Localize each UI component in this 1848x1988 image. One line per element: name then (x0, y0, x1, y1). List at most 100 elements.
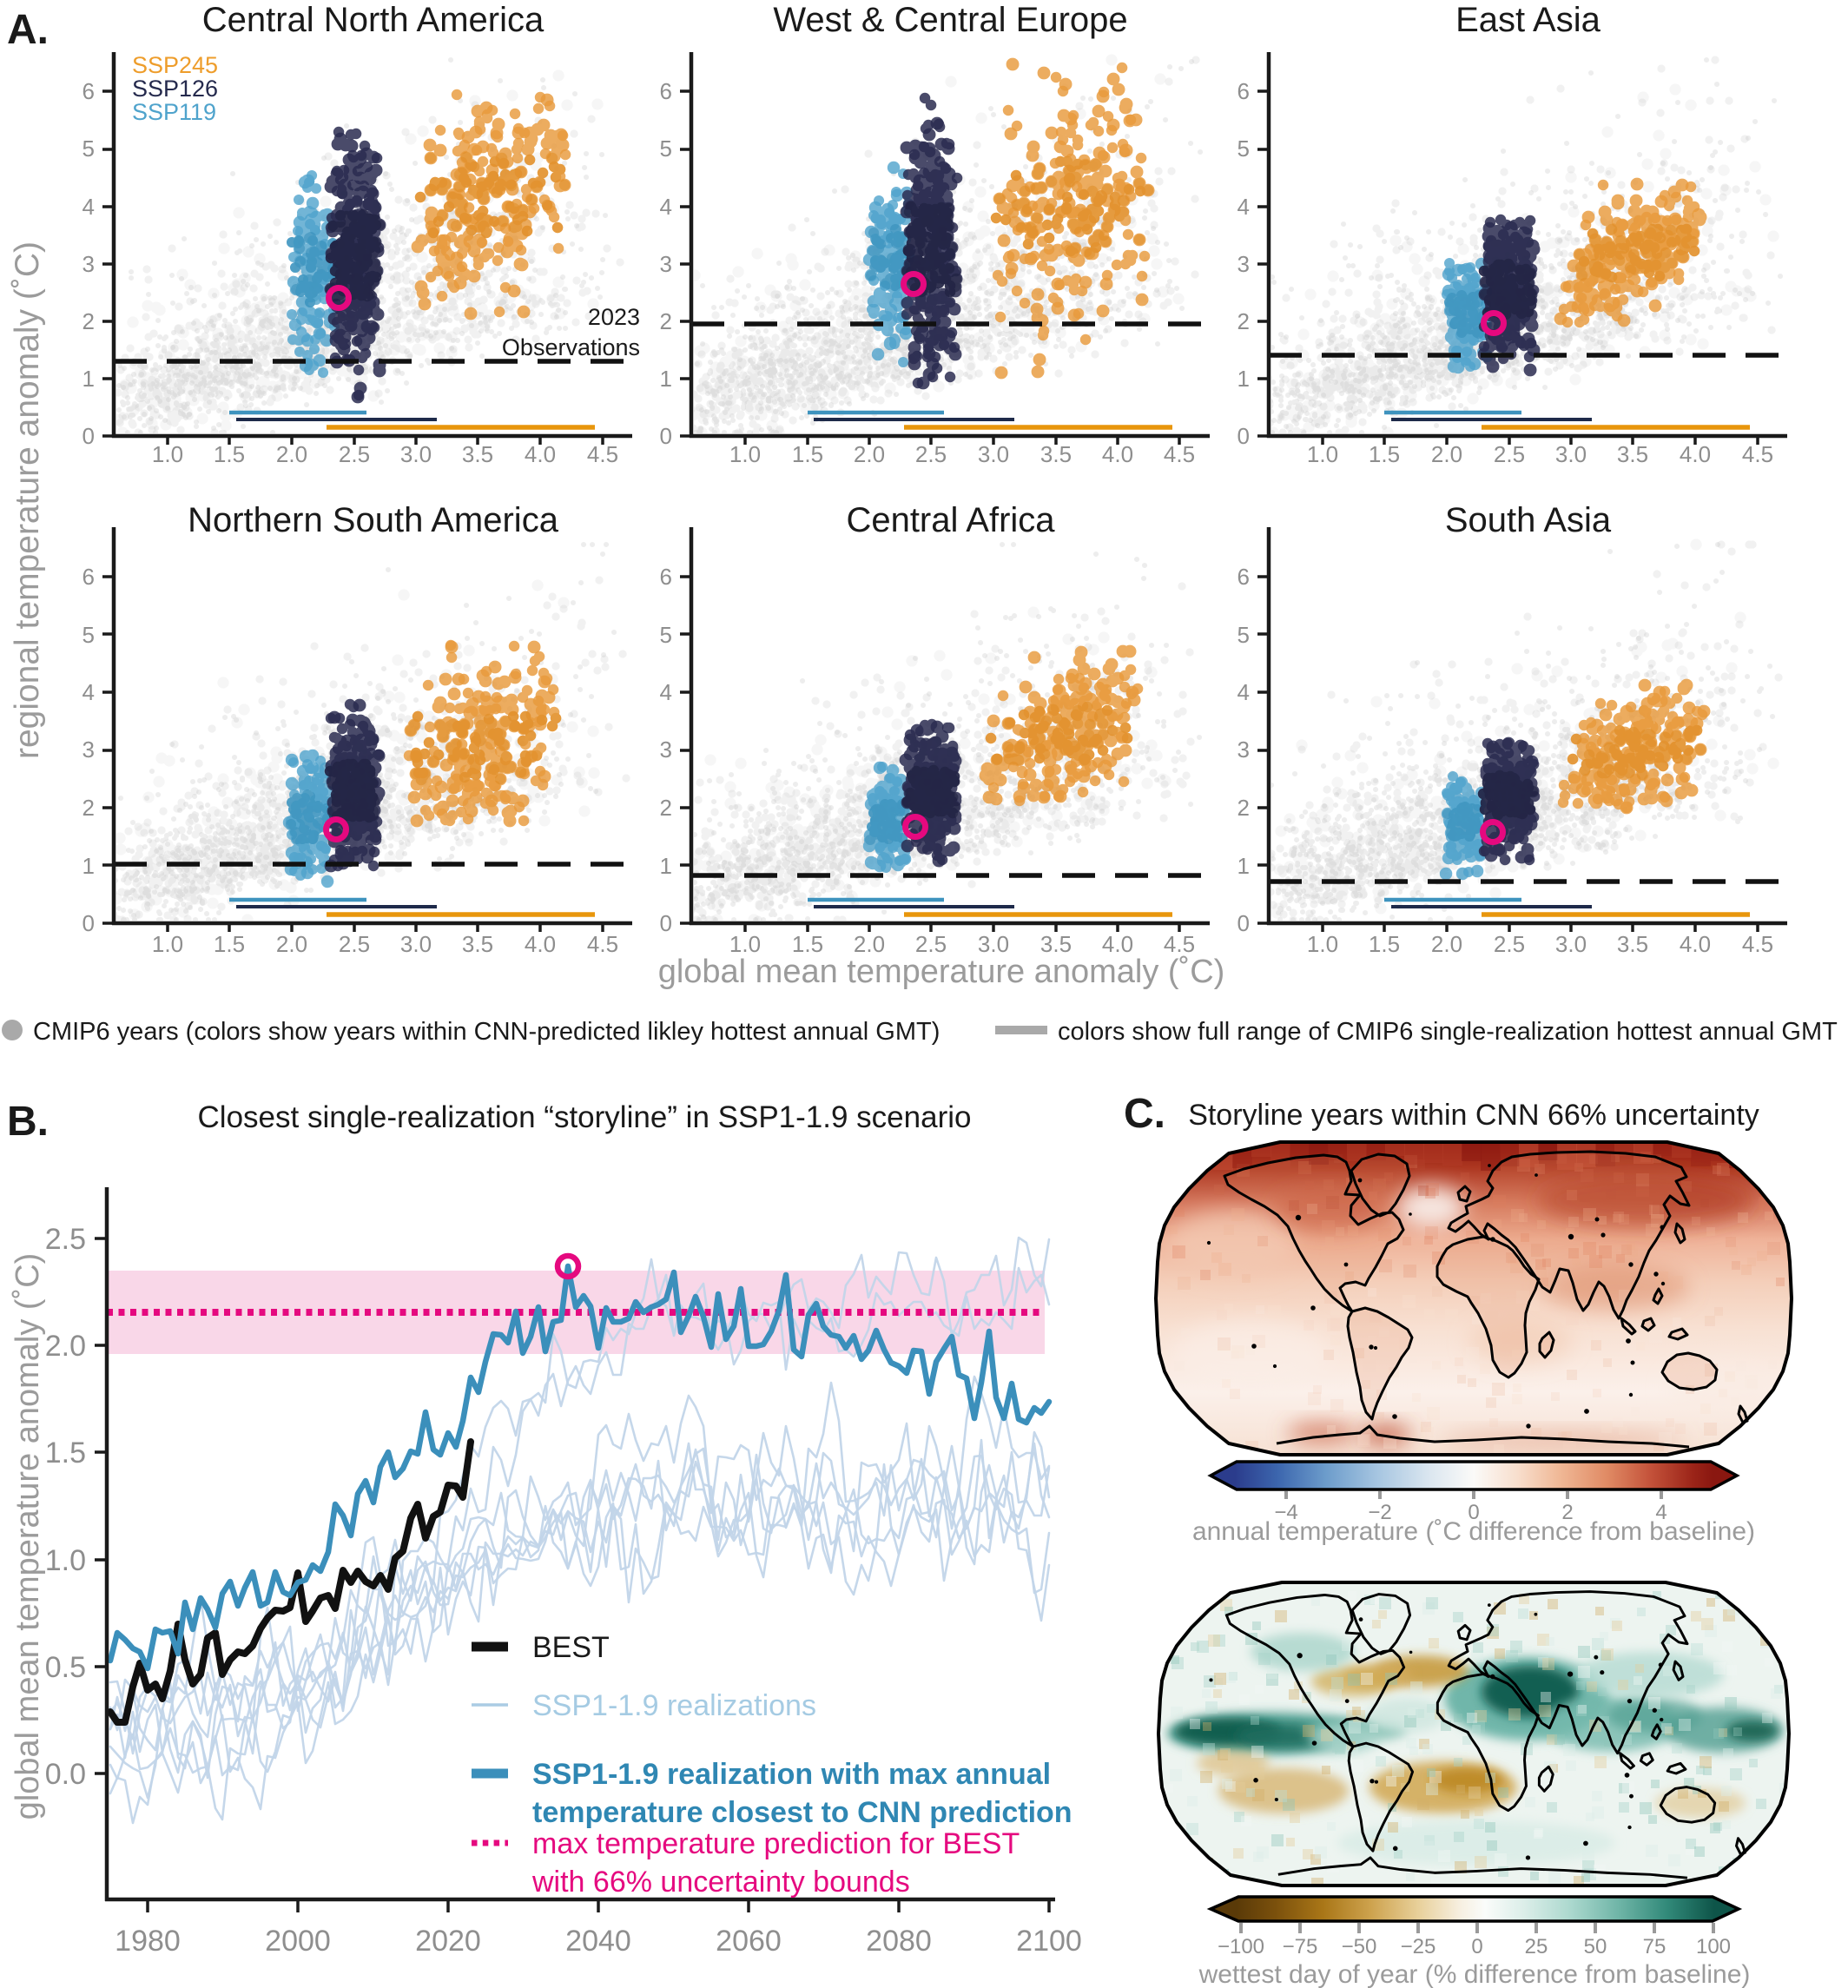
svg-text:3: 3 (660, 736, 672, 763)
svg-text:1: 1 (82, 853, 95, 879)
svg-text:1.5: 1.5 (1369, 931, 1400, 957)
svg-text:2: 2 (82, 795, 95, 821)
svg-text:A.: A. (7, 7, 49, 53)
svg-text:−2: −2 (1368, 1501, 1391, 1524)
svg-text:3: 3 (1238, 736, 1250, 763)
svg-text:4: 4 (1238, 679, 1250, 705)
svg-text:SSP245: SSP245 (132, 52, 218, 78)
svg-text:3.5: 3.5 (462, 441, 493, 467)
svg-text:2: 2 (82, 308, 95, 334)
svg-text:3.0: 3.0 (978, 931, 1009, 957)
svg-text:2.0: 2.0 (854, 931, 885, 957)
svg-text:2: 2 (660, 308, 672, 334)
svg-text:1.5: 1.5 (214, 441, 245, 467)
svg-text:3.0: 3.0 (978, 441, 1009, 467)
svg-text:4: 4 (82, 679, 95, 705)
svg-text:West & Central Europe: West & Central Europe (773, 1, 1127, 39)
svg-text:4: 4 (1238, 194, 1250, 220)
svg-text:75: 75 (1643, 1935, 1666, 1958)
svg-text:3: 3 (1238, 251, 1250, 277)
svg-text:2: 2 (1238, 795, 1250, 821)
svg-text:2000: 2000 (265, 1925, 331, 1958)
svg-text:1.0: 1.0 (729, 931, 761, 957)
svg-text:1.0: 1.0 (45, 1544, 86, 1577)
svg-text:Observations: Observations (502, 334, 640, 360)
svg-text:global mean temperature anomal: global mean temperature anomaly (˚C) (10, 1253, 46, 1820)
svg-text:2.0: 2.0 (276, 441, 307, 467)
svg-text:2.5: 2.5 (339, 931, 370, 957)
svg-text:2: 2 (1561, 1501, 1573, 1524)
svg-text:2.0: 2.0 (1431, 931, 1462, 957)
svg-text:4.0: 4.0 (1680, 441, 1711, 467)
svg-text:1.5: 1.5 (792, 931, 823, 957)
svg-text:4.0: 4.0 (525, 441, 556, 467)
svg-text:−100: −100 (1218, 1935, 1264, 1958)
svg-text:Central North America: Central North America (202, 1, 544, 39)
svg-text:C.: C. (1124, 1091, 1165, 1137)
svg-text:−50: −50 (1342, 1935, 1377, 1958)
svg-text:4: 4 (82, 194, 95, 220)
svg-text:6: 6 (1238, 564, 1250, 590)
svg-text:max temperature prediction for: max temperature prediction for BEST (532, 1827, 1020, 1860)
svg-text:5: 5 (660, 135, 672, 162)
svg-text:3: 3 (660, 251, 672, 277)
svg-text:2.0: 2.0 (45, 1330, 86, 1363)
svg-text:2100: 2100 (1016, 1925, 1082, 1958)
svg-text:0: 0 (1468, 1501, 1479, 1524)
svg-text:2.5: 2.5 (915, 931, 947, 957)
svg-text:2023: 2023 (588, 304, 640, 330)
svg-text:SSP1-1.9 realizations: SSP1-1.9 realizations (532, 1689, 816, 1722)
svg-text:BEST: BEST (532, 1631, 610, 1664)
svg-text:2060: 2060 (716, 1925, 782, 1958)
svg-text:SSP1-1.9 realization with max: SSP1-1.9 realization with max annual (532, 1758, 1051, 1791)
svg-text:−75: −75 (1283, 1935, 1318, 1958)
svg-text:4: 4 (660, 679, 672, 705)
svg-text:5: 5 (1238, 622, 1250, 648)
svg-text:1.0: 1.0 (729, 441, 761, 467)
svg-text:1: 1 (82, 366, 95, 392)
svg-text:0: 0 (82, 910, 95, 936)
svg-text:5: 5 (660, 622, 672, 648)
svg-text:50: 50 (1584, 1935, 1607, 1958)
svg-text:SSP119: SSP119 (132, 99, 216, 125)
svg-text:4.5: 4.5 (587, 931, 618, 957)
svg-text:2.5: 2.5 (45, 1223, 86, 1256)
svg-text:1.0: 1.0 (152, 441, 183, 467)
svg-text:0: 0 (1238, 423, 1250, 449)
svg-text:3.5: 3.5 (462, 931, 493, 957)
svg-text:CMIP6 years (colors show years: CMIP6 years (colors show years within CN… (33, 1018, 940, 1046)
svg-text:with 66% uncertainty bounds: with 66% uncertainty bounds (531, 1866, 910, 1899)
svg-text:4: 4 (660, 194, 672, 220)
svg-text:3.0: 3.0 (400, 931, 432, 957)
svg-text:0: 0 (1471, 1935, 1482, 1958)
svg-text:SSP126: SSP126 (132, 76, 218, 102)
svg-text:Closest single-realization “st: Closest single-realization “storyline” i… (198, 1100, 972, 1134)
svg-text:−25: −25 (1401, 1935, 1436, 1958)
svg-text:0: 0 (660, 423, 672, 449)
svg-text:100: 100 (1696, 1935, 1731, 1958)
svg-text:4.5: 4.5 (1164, 441, 1195, 467)
svg-text:0: 0 (82, 423, 95, 449)
svg-text:1.0: 1.0 (152, 931, 183, 957)
svg-text:2080: 2080 (866, 1925, 932, 1958)
svg-text:global mean temperature anomal: global mean temperature anomaly (˚C) (658, 954, 1225, 990)
svg-text:4.5: 4.5 (587, 441, 618, 467)
svg-text:2: 2 (1238, 308, 1250, 334)
svg-text:4.0: 4.0 (1680, 931, 1711, 957)
svg-text:Northern South America: Northern South America (188, 501, 559, 539)
svg-text:2.0: 2.0 (276, 931, 307, 957)
svg-text:6: 6 (82, 564, 95, 590)
svg-text:−4: −4 (1274, 1501, 1297, 1524)
svg-text:6: 6 (660, 564, 672, 590)
svg-text:1: 1 (1238, 366, 1250, 392)
svg-text:25: 25 (1525, 1935, 1548, 1958)
svg-text:2040: 2040 (565, 1925, 631, 1958)
svg-text:4.5: 4.5 (1742, 441, 1773, 467)
svg-text:2.5: 2.5 (915, 441, 947, 467)
svg-text:2: 2 (660, 795, 672, 821)
svg-text:South Asia: South Asia (1445, 501, 1612, 539)
svg-text:1: 1 (1238, 853, 1250, 879)
svg-text:0.0: 0.0 (45, 1758, 86, 1791)
svg-text:4.0: 4.0 (1102, 931, 1133, 957)
svg-text:1.0: 1.0 (1307, 441, 1338, 467)
